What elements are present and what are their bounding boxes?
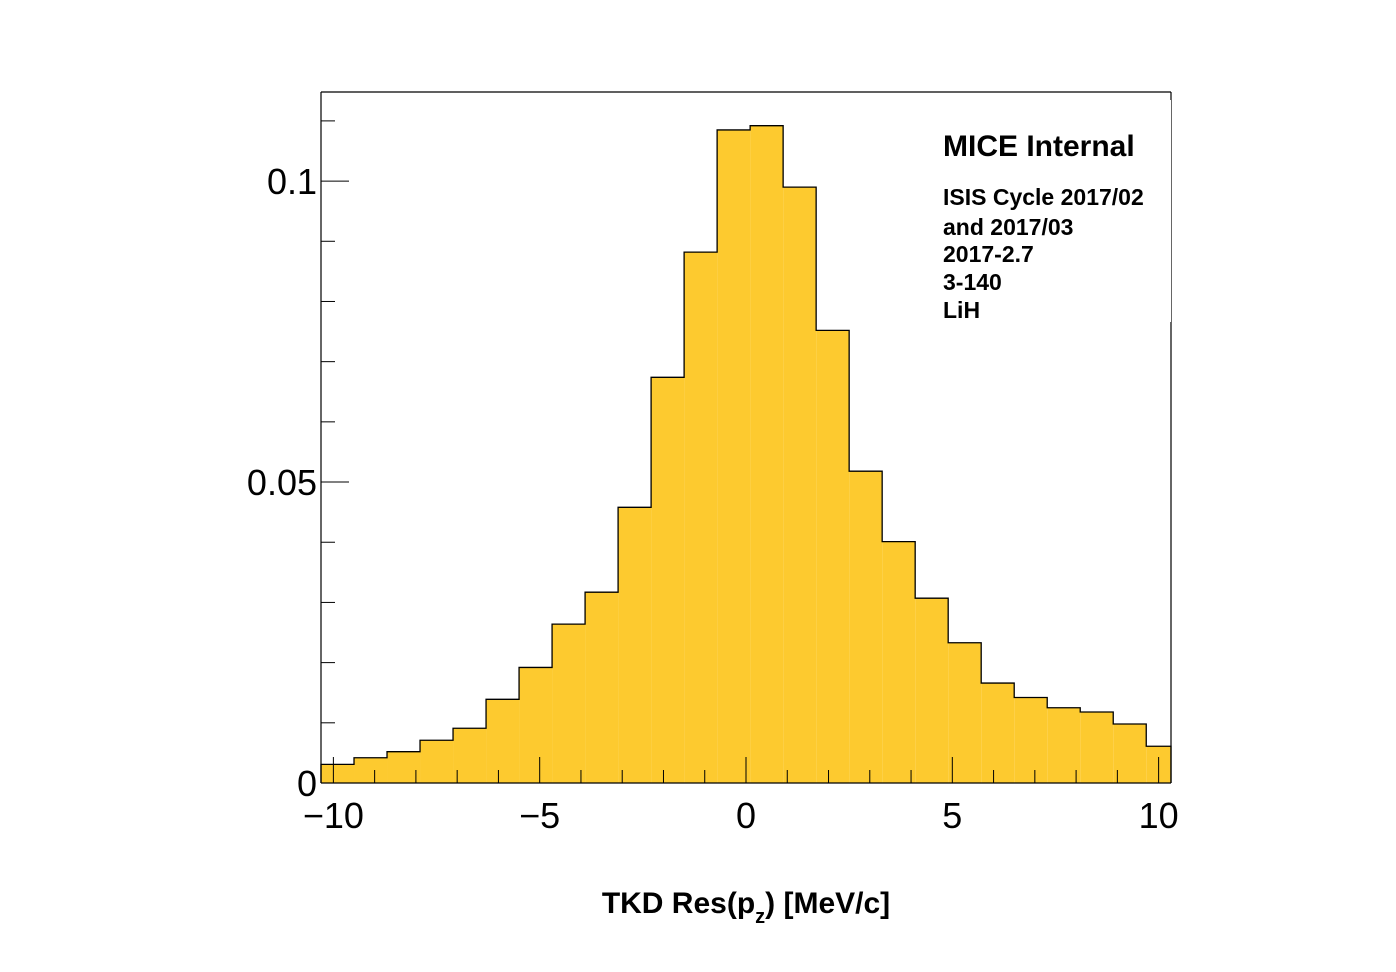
annotation-title: MICE Internal — [943, 130, 1135, 163]
histogram-bar — [354, 757, 388, 783]
annotation-line: 2017-2.7 — [943, 241, 1034, 267]
axis-tick-labels: −10 −5 0 5 10 0 0.05 0.1 — [247, 161, 1179, 836]
histogram-bar — [1014, 697, 1048, 783]
histogram-bar — [717, 129, 751, 784]
x-tick-label: 0 — [736, 795, 756, 836]
axis-ticks — [321, 120, 1160, 784]
histogram-bar — [948, 642, 982, 783]
histogram-bar — [1047, 707, 1081, 783]
histogram-bar — [783, 187, 817, 783]
x-axis-title: TKD Res(pz) [MeV/c] — [602, 887, 890, 928]
legend-box — [930, 100, 1171, 322]
histogram-bar — [849, 471, 883, 783]
histogram-bar — [519, 667, 553, 783]
histogram-bar — [585, 592, 619, 783]
histogram-bar — [618, 507, 652, 783]
x-tick-label: −10 — [303, 795, 364, 836]
histogram-bar — [387, 751, 421, 783]
annotation-line: ISIS Cycle 2017/02 — [943, 184, 1144, 210]
histogram-bar — [420, 740, 454, 783]
histogram-bar — [684, 252, 718, 784]
histogram-bar — [915, 598, 949, 783]
y-tick-label: 0.1 — [267, 161, 317, 202]
histogram-bar — [552, 624, 586, 783]
y-tick-label: 0.05 — [247, 462, 317, 503]
histogram-bar — [750, 125, 784, 783]
histogram-bar — [981, 683, 1015, 783]
annotation-line: 3-140 — [943, 269, 1002, 295]
y-tick-label: 0 — [297, 763, 317, 804]
x-tick-label: 5 — [942, 795, 962, 836]
histogram-bar — [882, 541, 916, 783]
histogram-bar — [1080, 711, 1114, 783]
histogram-bar — [453, 728, 487, 783]
histogram-bar — [816, 330, 850, 783]
annotation-line: and 2017/03 — [943, 214, 1073, 240]
x-tick-label: −5 — [519, 795, 560, 836]
annotation-line: LiH — [943, 297, 980, 323]
histogram-bar — [486, 699, 520, 783]
x-tick-label: 10 — [1139, 795, 1179, 836]
histogram-bar — [321, 764, 355, 783]
histogram-outline — [320, 125, 1172, 783]
histogram-bars — [320, 125, 1172, 784]
histogram-bar — [1113, 724, 1147, 783]
histogram-bar — [651, 377, 685, 783]
